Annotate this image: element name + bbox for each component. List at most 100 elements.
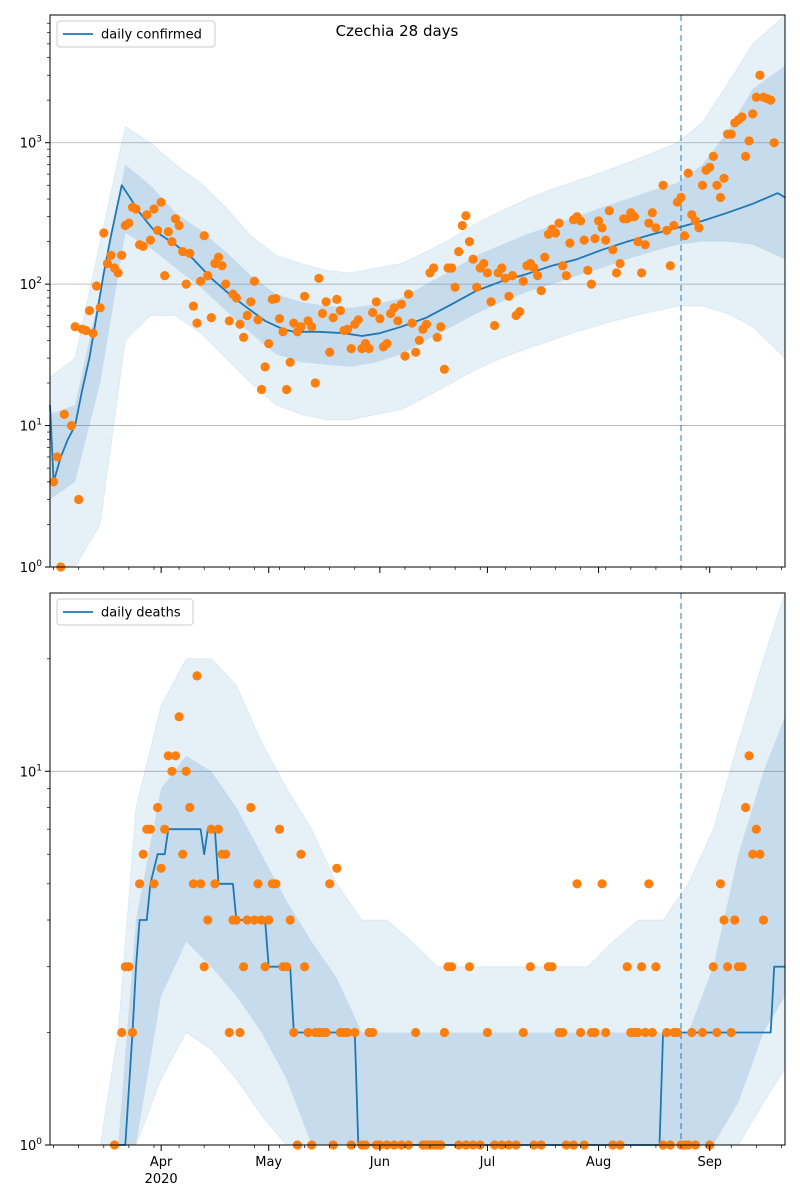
x-tick-year-label: 2020 xyxy=(145,1172,178,1187)
observed-point xyxy=(52,452,62,462)
chart-title: Czechia 28 days xyxy=(336,22,459,40)
observed-point xyxy=(84,306,94,316)
observed-point xyxy=(249,276,259,286)
observed-point xyxy=(748,849,758,859)
observed-point xyxy=(676,192,686,203)
observed-point xyxy=(712,180,722,190)
observed-point xyxy=(439,364,449,374)
observed-point xyxy=(533,271,543,281)
observed-point xyxy=(296,849,306,859)
observed-point xyxy=(368,307,378,318)
observed-point xyxy=(744,136,754,146)
observed-point xyxy=(715,879,726,889)
observed-point xyxy=(601,235,611,245)
observed-point xyxy=(633,1027,643,1038)
observed-point xyxy=(719,173,729,183)
observed-point xyxy=(594,216,604,226)
observed-point xyxy=(633,237,643,247)
confirmed-axes-frame xyxy=(49,14,786,568)
observed-point xyxy=(755,849,765,859)
observed-point xyxy=(554,218,564,228)
observed-point xyxy=(325,879,335,889)
observed-point xyxy=(300,291,310,301)
observed-point xyxy=(296,322,306,332)
observed-point xyxy=(282,384,292,395)
observed-point xyxy=(196,879,206,889)
observed-point xyxy=(138,241,148,251)
observed-point xyxy=(188,301,198,311)
observed-point xyxy=(712,1027,722,1038)
observed-point xyxy=(253,879,263,889)
observed-point xyxy=(737,962,747,972)
x-tick-label: Aug xyxy=(586,1155,611,1170)
observed-point xyxy=(579,235,589,245)
observed-point xyxy=(264,915,274,925)
observed-point xyxy=(748,109,758,119)
observed-point xyxy=(163,751,173,761)
observed-point xyxy=(647,208,657,218)
observed-point xyxy=(690,216,701,226)
observed-point xyxy=(117,250,127,260)
observed-point xyxy=(181,766,191,776)
observed-point xyxy=(751,92,761,102)
observed-point xyxy=(92,281,102,291)
observed-point xyxy=(213,824,224,834)
observed-point xyxy=(99,228,109,238)
observed-point xyxy=(637,268,647,278)
deaths-legend-label: daily deaths xyxy=(101,606,181,621)
observed-point xyxy=(224,316,234,326)
observed-point xyxy=(167,237,177,247)
observed-point xyxy=(95,303,105,313)
observed-point xyxy=(622,962,632,972)
observed-point xyxy=(199,231,209,241)
observed-point xyxy=(644,218,654,228)
observed-point xyxy=(658,180,668,190)
observed-point xyxy=(723,962,733,972)
inner-uncertainty-band xyxy=(50,716,785,1145)
y-tick-exponent: 1 xyxy=(36,763,42,773)
observed-point xyxy=(766,95,776,105)
observed-point xyxy=(486,297,496,307)
observed-point xyxy=(196,276,206,286)
confirmed-legend: daily confirmed xyxy=(56,20,216,48)
observed-point xyxy=(708,151,718,161)
observed-point xyxy=(715,192,726,203)
deaths-x-axis: Apr 2020 May Jun Jul Aug Sep xyxy=(53,1145,782,1187)
observed-point xyxy=(106,250,116,260)
observed-point xyxy=(314,273,324,283)
observed-point xyxy=(235,319,245,329)
observed-point xyxy=(518,276,528,286)
observed-point xyxy=(174,220,184,231)
observed-point xyxy=(403,289,414,299)
observed-point xyxy=(59,409,69,419)
observed-point xyxy=(117,1027,127,1038)
observed-point xyxy=(651,962,661,972)
observed-point xyxy=(590,1027,600,1038)
observed-point xyxy=(335,306,345,316)
observed-point xyxy=(224,1027,234,1038)
x-tick-label: Apr xyxy=(150,1155,173,1170)
observed-point xyxy=(565,238,575,248)
observed-point xyxy=(145,235,155,245)
observed-point xyxy=(586,279,597,289)
observed-point xyxy=(185,802,195,813)
observed-point xyxy=(271,294,281,304)
observed-point xyxy=(221,279,231,289)
observed-point xyxy=(482,1027,492,1038)
observed-point xyxy=(411,347,421,357)
observed-point xyxy=(203,271,213,281)
observed-point xyxy=(672,1027,683,1038)
y-tick-exponent: 3 xyxy=(36,135,42,145)
observed-point xyxy=(321,297,331,307)
confirmed-legend-label: daily confirmed xyxy=(101,28,202,43)
observed-point xyxy=(457,220,467,231)
observed-point xyxy=(450,282,460,292)
observed-point xyxy=(497,263,507,273)
y-tick-exponent: 0 xyxy=(36,1137,42,1147)
observed-point xyxy=(192,671,202,681)
observed-point xyxy=(156,863,166,873)
observed-point xyxy=(389,303,399,313)
observed-point xyxy=(529,263,539,273)
observed-point xyxy=(680,231,690,241)
